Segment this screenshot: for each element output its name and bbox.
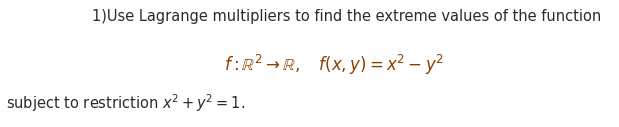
Text: $f: \mathbb{R}^2 \rightarrow \mathbb{R}, \quad f(x, y) = x^2 - y^2$: $f: \mathbb{R}^2 \rightarrow \mathbb{R},… — [224, 53, 444, 77]
Text: 1)Use Lagrange multipliers to find the extreme values of the function: 1)Use Lagrange multipliers to find the e… — [92, 9, 601, 24]
Text: subject to restriction $x^2 + y^2 = 1.$: subject to restriction $x^2 + y^2 = 1.$ — [6, 93, 245, 114]
